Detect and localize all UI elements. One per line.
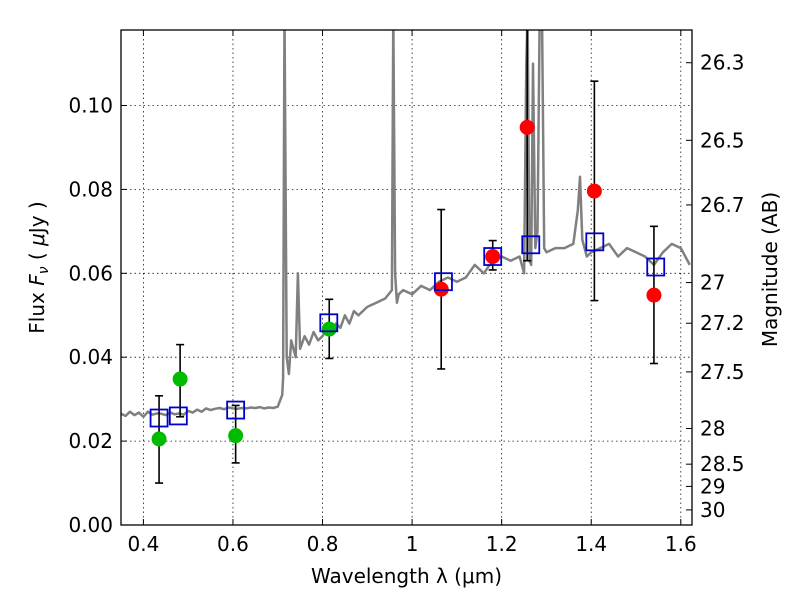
right-tick-label: 28.5 (700, 452, 745, 476)
y-axis-label-part: ( (25, 246, 49, 267)
marker-layer (149, 119, 666, 447)
model-square (521, 235, 541, 255)
right-tick-label: 26.5 (700, 128, 745, 152)
y-tick-label: 0.02 (68, 429, 113, 453)
y-tick-label: 0.00 (68, 513, 113, 537)
x-tick-label: 0.4 (127, 532, 159, 556)
right-tick-label: 27.2 (700, 311, 745, 335)
x-tick-label: 1.2 (486, 532, 518, 556)
right-tick-label: 29 (700, 474, 725, 498)
x-axis-label: Wavelength λ (μm) (311, 564, 502, 588)
y-axis-label-part: Jy ) (25, 201, 49, 235)
x-tick-label: 1 (406, 532, 419, 556)
y-tick-label: 0.10 (68, 94, 113, 118)
grid-layer (121, 30, 692, 526)
data-point-green (151, 431, 167, 447)
data-point-red (519, 119, 535, 135)
y-axis-label: Flux Fν ( μJy ) (25, 201, 52, 333)
x-tick-label: 0.8 (307, 532, 339, 556)
y-tick-label: 0.04 (68, 345, 113, 369)
right-axis-label: Magnitude (AB) (758, 192, 782, 347)
x-tick-label: 0.6 (217, 532, 249, 556)
right-tick-label: 30 (700, 498, 725, 522)
x-tick-label: 1.6 (665, 532, 697, 556)
model-square (168, 406, 188, 426)
x-tick-label: 1.4 (575, 532, 607, 556)
tick-layer: 0.4 0.6 0.8 1 1.2 1.4 1.6 0.00 0.02 0.04 0.06 0.08 0… (68, 30, 745, 556)
right-tick-label: 28 (700, 417, 725, 441)
model-square (646, 257, 666, 277)
data-point-green (172, 371, 188, 387)
model-square (149, 408, 169, 428)
y-tick-label: 0.06 (68, 261, 113, 285)
model-square (434, 272, 453, 292)
model-square (483, 247, 503, 266)
y-axis-label-part: ν (36, 266, 52, 274)
plot-frame (120, 29, 693, 526)
data-point-red (646, 287, 662, 303)
y-axis-label-part: μ (25, 233, 49, 247)
y-tick-label: 0.08 (68, 177, 113, 201)
label-layer: Wavelength λ (μm) Flux Fν ( μJy ) Magnit… (25, 192, 782, 588)
data-point-green (228, 428, 244, 444)
spectrum-layer (121, 30, 691, 419)
data-point-red (433, 281, 449, 297)
y-axis-label-part: F (25, 274, 49, 286)
data-point-green (321, 321, 337, 337)
right-tick-label: 26.3 (700, 51, 745, 75)
model-square (585, 232, 605, 252)
spectrum-line (121, 30, 691, 419)
data-point-red (485, 249, 501, 265)
right-tick-label: 26.7 (700, 193, 745, 217)
model-square (319, 313, 339, 333)
y-axis-label-part: Flux (25, 286, 49, 334)
data-point-red (586, 183, 602, 199)
right-tick-label: 27.5 (700, 360, 745, 384)
model-square (226, 400, 246, 420)
right-tick-label: 27 (700, 271, 725, 295)
